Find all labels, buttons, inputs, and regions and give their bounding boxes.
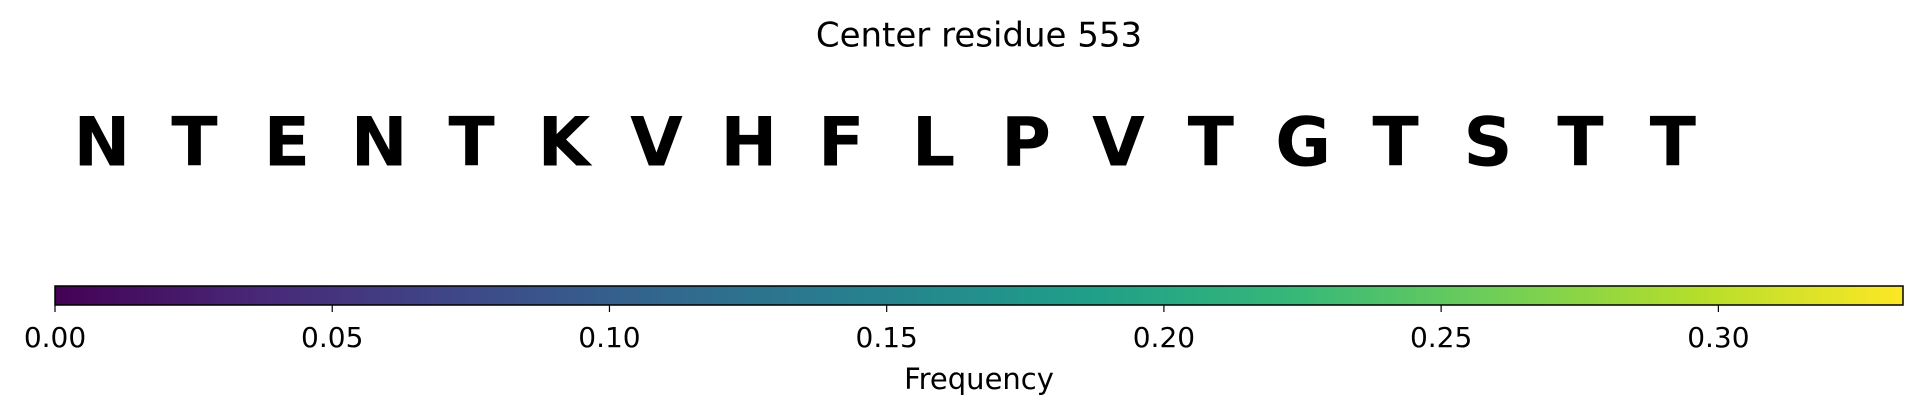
residue-letter: N	[74, 104, 131, 183]
colorbar	[54, 285, 1904, 306]
x-tick-label: 0.15	[856, 321, 918, 354]
x-tick-label: 0.05	[301, 321, 363, 354]
x-tick-label: 0.00	[24, 321, 86, 354]
residue-letter: P	[1001, 104, 1051, 183]
chart-title: Center residue 553	[816, 16, 1142, 56]
residue-letter: L	[912, 104, 955, 183]
residue-letter: T	[171, 104, 218, 183]
residue-letter: T	[1557, 104, 1604, 183]
residue-letter: S	[1464, 104, 1513, 183]
residue-letter: E	[264, 104, 310, 183]
residue-letter: V	[1092, 104, 1145, 183]
residue-letter: N	[351, 104, 408, 183]
x-tick-label: 0.10	[578, 321, 640, 354]
residue-letter: G	[1275, 104, 1331, 183]
residue-letter: T	[1188, 104, 1235, 183]
residue-letter: T	[448, 104, 495, 183]
x-tick-label: 0.30	[1687, 321, 1749, 354]
residue-letter: K	[538, 104, 593, 183]
x-axis-label: Frequency	[904, 362, 1054, 396]
residue-letter: F	[818, 104, 864, 183]
residue-letter: H	[720, 104, 777, 183]
x-tick-label: 0.25	[1410, 321, 1472, 354]
x-tick-label: 0.20	[1133, 321, 1195, 354]
residue-letter: V	[630, 104, 683, 183]
residue-letter: T	[1372, 104, 1419, 183]
residue-letter: T	[1650, 104, 1697, 183]
